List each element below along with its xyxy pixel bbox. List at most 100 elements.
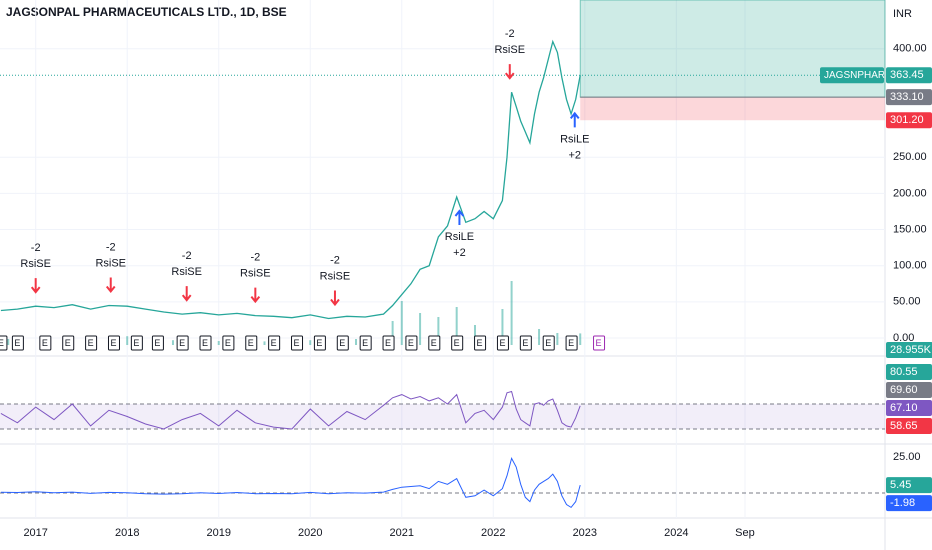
y-tick-label: 250.00 xyxy=(893,151,927,163)
entry-badge-label: 333.10 xyxy=(890,91,924,103)
annotation-text: +2 xyxy=(568,149,581,161)
event-label: E xyxy=(202,338,208,348)
annotation-text: RsiSE xyxy=(240,267,271,279)
event-box xyxy=(268,335,281,351)
volume-badge-label: 28.955K xyxy=(890,344,932,356)
event-label: E xyxy=(0,338,4,348)
last-price-badge xyxy=(886,67,932,84)
volume-bar xyxy=(309,340,312,345)
x-tick-label: 2020 xyxy=(298,527,322,539)
rsi-badge xyxy=(886,364,932,380)
event-label: E xyxy=(133,338,139,348)
short-arrow xyxy=(181,286,192,302)
volume-bar xyxy=(501,309,504,345)
symbol-badge-label: JAGSNPHARM xyxy=(824,70,893,81)
event-box xyxy=(291,335,304,351)
event-box xyxy=(496,335,509,351)
price-line xyxy=(0,39,581,320)
event-box xyxy=(39,335,52,351)
event-label: E xyxy=(248,338,254,348)
rsi-badge xyxy=(886,400,932,416)
macd-badge-label: -1.98 xyxy=(890,497,915,509)
rsi-badge-label: 80.55 xyxy=(890,366,918,378)
event-box xyxy=(245,335,258,351)
volume-bar xyxy=(455,307,458,345)
annotation-text: -2 xyxy=(106,241,116,253)
x-tick-label: 2022 xyxy=(481,527,505,539)
event-box xyxy=(474,335,487,351)
event-label: E xyxy=(477,338,483,348)
event-label: E xyxy=(154,338,160,348)
volume-bar xyxy=(473,325,476,345)
event-box xyxy=(222,335,235,351)
event-label: E xyxy=(408,338,414,348)
event-box xyxy=(405,335,418,351)
annotation-text: RsiLE xyxy=(445,231,474,243)
symbol-badge xyxy=(820,67,884,84)
annotation-text: RsiSE xyxy=(494,44,525,56)
volume-bar xyxy=(419,313,422,345)
volume-badge xyxy=(886,342,932,358)
rsi-line xyxy=(0,390,581,430)
event-box xyxy=(382,335,395,351)
event-label: E xyxy=(88,338,94,348)
volume-bar xyxy=(391,321,394,345)
y-tick-label: 150.00 xyxy=(893,223,927,235)
macd-badge xyxy=(886,477,932,494)
currency: INR xyxy=(893,8,912,20)
event-label: E xyxy=(316,338,322,348)
short-arrow xyxy=(250,287,261,304)
annotation-text: -2 xyxy=(31,242,41,254)
annotation-text: -2 xyxy=(330,254,340,266)
event-box xyxy=(62,335,75,351)
event-label: E xyxy=(568,338,574,348)
event-box xyxy=(542,335,555,351)
event-box xyxy=(313,335,326,351)
event-label: E xyxy=(454,338,460,348)
event-label: E xyxy=(14,338,20,348)
x-tick-label: 2023 xyxy=(573,527,597,539)
x-tick-label: 2021 xyxy=(390,527,414,539)
x-tick-label: 2019 xyxy=(206,527,230,539)
y-tick-label: 100.00 xyxy=(893,260,927,272)
event-label: E xyxy=(42,338,48,348)
annotation-text: -2 xyxy=(505,28,515,40)
annotation-text: -2 xyxy=(250,251,260,263)
event-box xyxy=(593,335,606,351)
macd-line xyxy=(0,457,581,509)
macd-badge-label: 5.45 xyxy=(890,479,911,491)
volume-bar xyxy=(263,341,266,345)
event-box xyxy=(451,335,464,351)
event-label: E xyxy=(110,338,116,348)
annotation-text: +2 xyxy=(453,247,466,259)
x-tick-label: Sep xyxy=(735,527,755,539)
volume-bar xyxy=(217,341,220,345)
event-label: E xyxy=(385,338,391,348)
short-arrow xyxy=(105,277,116,294)
volume-bar xyxy=(126,336,129,345)
event-label: E xyxy=(225,338,231,348)
event-box xyxy=(336,335,349,351)
volume-bar xyxy=(7,339,10,345)
event-box xyxy=(85,335,98,351)
event-label: E xyxy=(545,338,551,348)
entry-badge xyxy=(886,89,932,106)
event-label: E xyxy=(271,338,277,348)
event-label: E xyxy=(499,338,505,348)
annotation-text: -2 xyxy=(182,250,192,262)
rsi-badge-label: 58.65 xyxy=(890,420,918,432)
y-tick-label: 0.00 xyxy=(893,332,914,344)
event-label: E xyxy=(431,338,437,348)
macd-badge xyxy=(886,495,932,512)
last-price-badge-label: 363.45 xyxy=(890,69,924,81)
annotation-text: RsiSE xyxy=(171,266,202,278)
event-label: E xyxy=(294,338,300,348)
rsi-badge xyxy=(886,418,932,434)
stop-badge-label: 301.20 xyxy=(890,114,924,126)
event-label: E xyxy=(179,338,185,348)
event-box xyxy=(199,335,212,351)
annotation-text: RsiSE xyxy=(95,257,126,269)
y-tick-label: 50.00 xyxy=(893,296,921,308)
event-box xyxy=(565,335,578,351)
